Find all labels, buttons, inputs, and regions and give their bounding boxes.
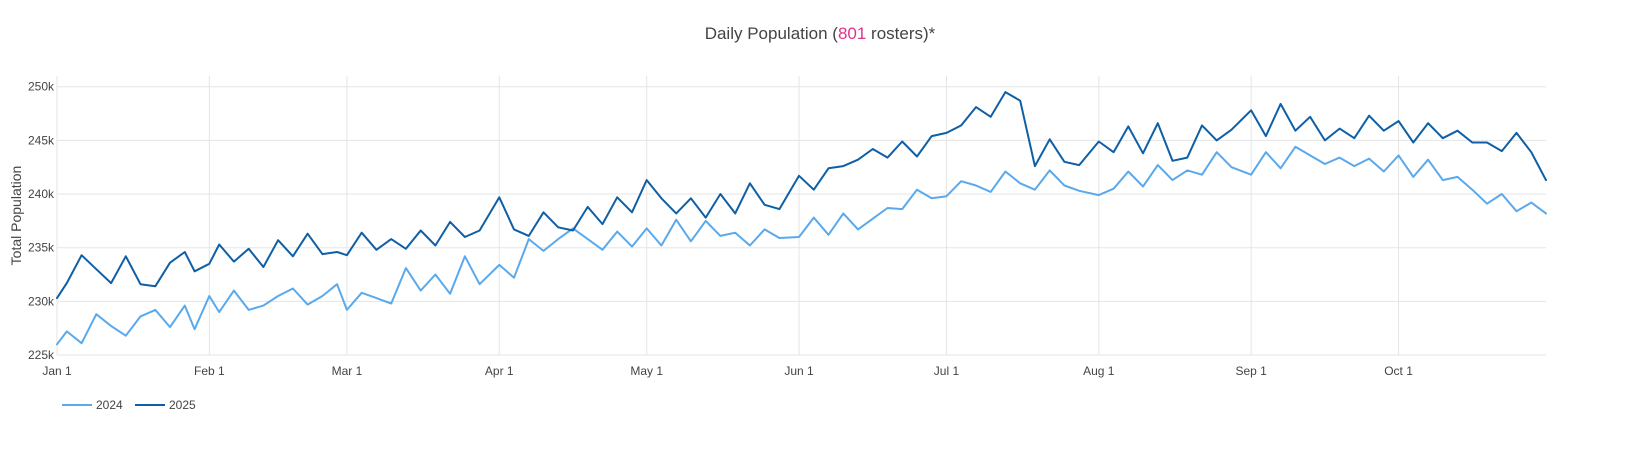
legend-label: 2024	[96, 398, 123, 412]
y-axis-title: Total Population	[8, 166, 24, 266]
legend-label: 2025	[169, 398, 196, 412]
gridlines	[56, 76, 1546, 356]
y-tick-label: 240k	[28, 187, 55, 201]
legend-item-2025[interactable]: 2025	[135, 398, 196, 412]
x-axis-ticks: Jan 1 Feb 1 Mar 1 Apr 1 May 1 Jun 1 Jul 1 Aug 1…	[42, 364, 1413, 378]
y-tick-label: 250k	[28, 80, 55, 94]
x-tick-label: Mar 1	[332, 364, 363, 378]
legend[interactable]: 2024 2025	[62, 398, 196, 412]
y-tick-label: 245k	[28, 133, 55, 147]
x-tick-label: Feb 1	[194, 364, 225, 378]
x-tick-label: Oct 1	[1384, 364, 1413, 378]
x-tick-label: Apr 1	[485, 364, 514, 378]
y-tick-label: 225k	[28, 348, 55, 362]
legend-item-2024[interactable]: 2024	[62, 398, 123, 412]
chart-title-prefix: Daily Population (	[705, 24, 839, 43]
x-tick-label: Aug 1	[1083, 364, 1115, 378]
x-tick-label: Jan 1	[42, 364, 72, 378]
y-tick-label: 230k	[28, 294, 55, 308]
series-line-2025	[56, 91, 1547, 300]
x-tick-label: Sep 1	[1235, 364, 1267, 378]
chart-title: Daily Population (801 rosters)*	[705, 24, 936, 43]
chart-title-suffix: rosters)*	[866, 24, 935, 43]
chart-title-roster-count: 801	[838, 24, 866, 43]
x-tick-label: Jul 1	[934, 364, 960, 378]
x-tick-label: May 1	[630, 364, 663, 378]
series-lines	[56, 91, 1547, 346]
y-axis-ticks: 225k 230k 235k 240k 245k 250k	[28, 80, 55, 362]
series-line-2024	[56, 145, 1547, 346]
x-tick-label: Jun 1	[784, 364, 814, 378]
y-tick-label: 235k	[28, 241, 55, 255]
